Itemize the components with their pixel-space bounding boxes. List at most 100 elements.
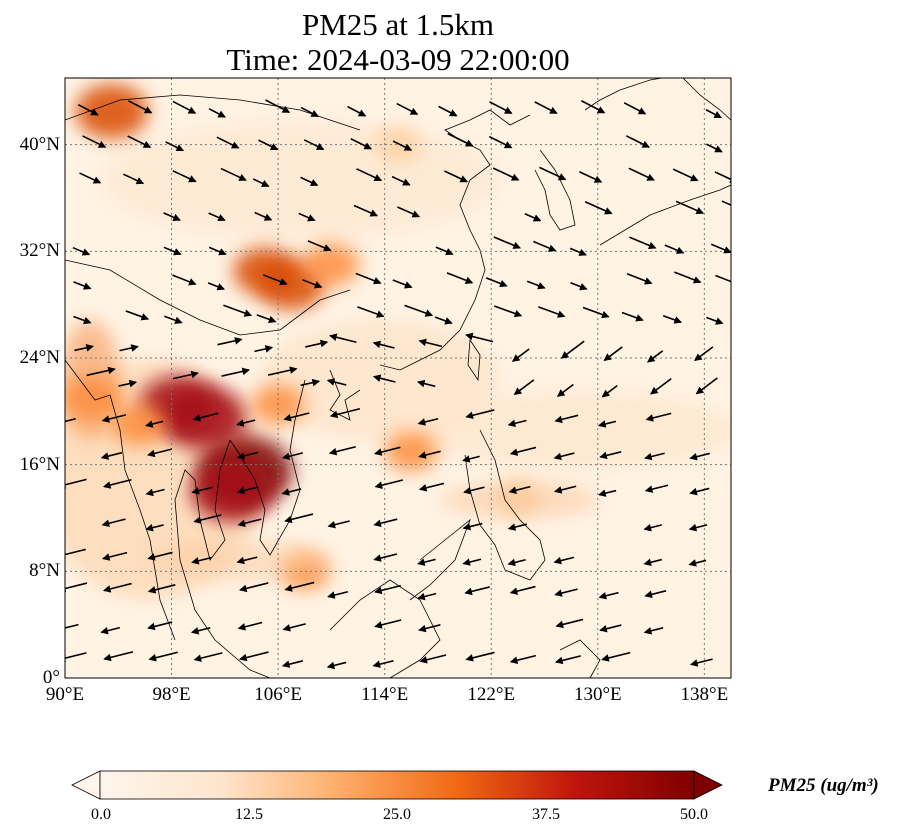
lon-tick-label: 106°E (254, 684, 302, 705)
wind-arrow-head (417, 592, 426, 601)
lon-tick-label: 130°E (573, 684, 622, 705)
wind-arrow-head (140, 313, 150, 321)
wind-arrow-head (555, 656, 564, 665)
wind-arrow-head (464, 587, 473, 596)
wind-arrow-head (263, 213, 273, 221)
wind-arrow-head (142, 140, 152, 148)
colorbar-tick-3: 37.5 (532, 806, 560, 823)
wind-arrow-head (418, 484, 428, 492)
wind-arrow-head (281, 660, 291, 668)
wind-arrow-head (598, 592, 607, 600)
wind-arrow-head (243, 309, 253, 317)
wind-arrow-head (537, 282, 546, 290)
wind-arrow-head (190, 627, 200, 635)
wind-arrow-head (97, 140, 107, 148)
wind-arrow-head (641, 140, 651, 148)
wind-arrow-head (598, 420, 607, 428)
wind-arrow-head (329, 410, 339, 419)
wind-arrow-head (175, 144, 185, 152)
wind-arrow-head (92, 176, 102, 184)
lon-tick-label: 138°E (680, 684, 729, 705)
wind-arrow-head (236, 452, 246, 460)
wind-arrow-head (556, 389, 566, 397)
wind-arrow-head (217, 214, 226, 222)
wind-arrow-head (598, 489, 607, 497)
wind-arrow-head (315, 143, 325, 150)
wind-arrow-head (284, 584, 293, 592)
wind-arrow-head (508, 486, 517, 494)
wind-arrow-head (234, 337, 243, 345)
wind-arrow-head (730, 285, 731, 286)
colorbar-tick-0: 0.0 (91, 806, 111, 823)
wind-arrow-head (411, 210, 421, 218)
wind-arrow-head (553, 556, 562, 565)
wind-arrow-head (503, 141, 513, 149)
pollution-hotspot (374, 126, 422, 163)
wind-arrow-head (216, 283, 226, 291)
wind-arrow-head (238, 173, 247, 181)
wind-arrow-head (307, 214, 316, 222)
colorbar-tick-1: 12.5 (235, 806, 263, 823)
wind-arrow-head (102, 585, 112, 593)
wind-arrow-shaft (715, 274, 731, 283)
wind-arrow-head (499, 280, 508, 288)
wind-arrow-head (643, 558, 652, 566)
title-line-1: PM25 at 1.5km (301, 7, 495, 42)
wind-arrow-head (689, 487, 698, 496)
wind-arrow-head (261, 180, 270, 187)
wind-arrow-head (599, 451, 608, 460)
wind-arrow-head (237, 519, 246, 527)
wind-arrow-head (532, 214, 542, 222)
wind-arrow-head (547, 244, 557, 252)
wind-arrow-head (264, 345, 274, 353)
wind-arrow-head (172, 213, 181, 221)
colorbar-gradient (99, 770, 695, 800)
lat-tick-label: 0° (42, 667, 60, 688)
wind-arrow-head (357, 109, 367, 117)
wind-arrow-head (418, 451, 427, 459)
wind-arrow-head (463, 486, 472, 495)
wind-arrow-head (191, 487, 200, 495)
wind-arrow-head (402, 178, 411, 186)
wind-arrow-head (448, 109, 458, 117)
wind-arrow-head (130, 344, 139, 352)
wind-arrow-head (601, 654, 610, 662)
wind-arrow-shaft (65, 478, 87, 486)
wind-arrow-head (56, 419, 63, 425)
wind-arrow-head (218, 248, 227, 256)
wind-arrow-head (65, 484, 67, 489)
pollution-hotspot (65, 375, 122, 421)
wind-arrow-head (374, 481, 383, 489)
wind-arrow-head (673, 316, 683, 324)
wind-arrow-head (596, 106, 606, 114)
wind-arrow-head (723, 246, 731, 254)
wind-arrow-head (465, 139, 474, 147)
lon-tick-label: 90°E (45, 684, 85, 705)
map-frame (64, 77, 732, 679)
wind-arrow-head (147, 553, 156, 561)
wind-arrow-head (148, 654, 157, 662)
wind-vectors (56, 99, 731, 670)
wind-arrow-head (507, 523, 517, 531)
wind-arrow-head (279, 278, 288, 286)
wind-arrow-head (282, 624, 291, 632)
wind-arrow-head (373, 554, 382, 562)
wind-arrow-head (688, 523, 698, 532)
wind-arrow-head (310, 110, 320, 117)
concentration-field (56, 78, 731, 678)
wind-arrow-head (147, 622, 156, 631)
wind-arrow-head (135, 177, 145, 185)
wind-arrow-head (424, 309, 434, 317)
wind-arrow-head (599, 625, 608, 633)
wind-arrow-head (644, 277, 653, 285)
wind-arrow-head (289, 366, 298, 374)
wind-arrow-head (269, 143, 279, 151)
colorbar (71, 770, 723, 800)
pollution-hotspot (110, 403, 167, 446)
wind-arrow-head (102, 481, 112, 489)
wind-arrow-head (512, 241, 521, 249)
wind-arrow-head (464, 276, 474, 284)
wind-arrow-head (557, 310, 566, 318)
coastlines (65, 78, 731, 678)
